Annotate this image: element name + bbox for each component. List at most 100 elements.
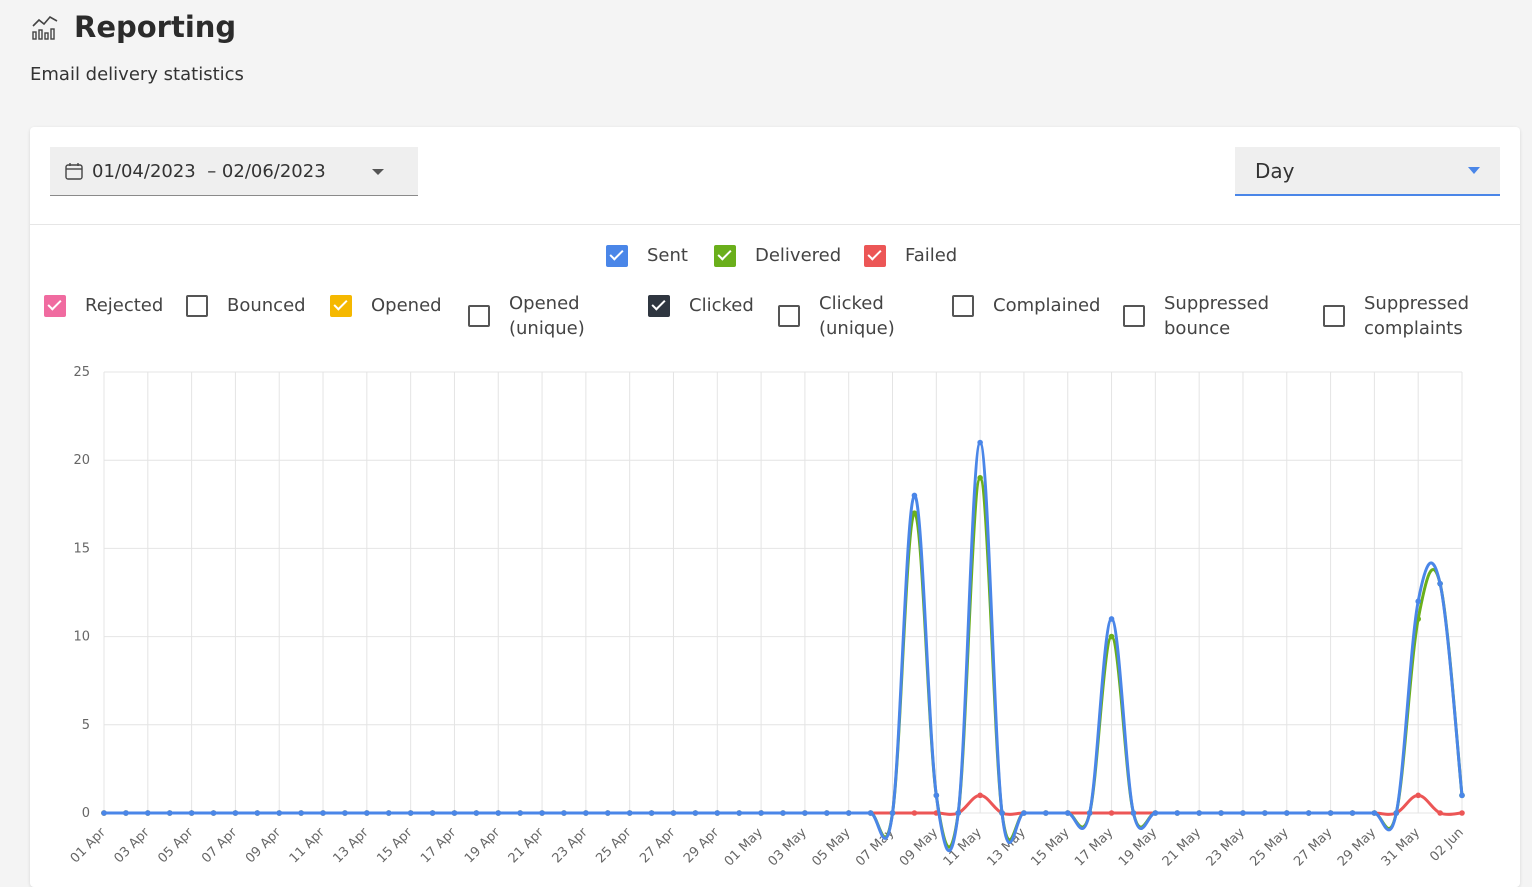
chevron-down-icon[interactable] bbox=[372, 169, 384, 175]
data-point-sent bbox=[1152, 810, 1159, 816]
legend-checkbox-clicked-unique[interactable] bbox=[778, 305, 800, 327]
line-chart: 0 5 10 15 20 25 01 Apr 03 Apr 05 Apr 07 Apr 09 Apr… bbox=[68, 365, 1467, 869]
data-point-sent bbox=[495, 810, 502, 816]
date-range-picker[interactable]: 01/04/2023 – 02/06/2023 bbox=[50, 147, 418, 196]
data-point-sent bbox=[101, 810, 107, 816]
legend-label: Opened (unique) bbox=[509, 293, 585, 339]
period-select-value: Day bbox=[1255, 158, 1295, 183]
data-point-delivered bbox=[1108, 633, 1115, 640]
legend-checkbox-rejected[interactable] bbox=[44, 294, 66, 317]
x-tick-label: 05 Apr bbox=[155, 825, 197, 867]
toolbar: 01/04/2023 – 02/06/2023 Day bbox=[30, 127, 1520, 225]
x-tick-label: 13 May bbox=[985, 825, 1029, 869]
data-point-sent bbox=[1327, 810, 1334, 816]
legend-checkbox-sent[interactable] bbox=[606, 244, 628, 267]
data-point-failed bbox=[1415, 792, 1421, 799]
period-select[interactable]: Day bbox=[1235, 147, 1500, 196]
legend-checkbox-suppressed-bounce[interactable] bbox=[1123, 305, 1145, 327]
data-point-sent bbox=[188, 810, 195, 816]
legend-label: Suppressed complaints bbox=[1364, 293, 1470, 339]
legend-checkbox-delivered[interactable] bbox=[714, 244, 736, 267]
legend-label: Sent bbox=[647, 245, 688, 266]
legend-checkbox-suppressed-complaints[interactable] bbox=[1323, 305, 1345, 327]
data-point-failed bbox=[1437, 810, 1443, 816]
chart-icon bbox=[32, 15, 58, 40]
x-tick-label: 17 May bbox=[1072, 825, 1116, 869]
data-point-failed bbox=[911, 810, 918, 816]
legend-item-sent[interactable]: Sent bbox=[606, 243, 688, 268]
data-point-sent bbox=[933, 792, 940, 799]
x-tick-label: 15 May bbox=[1028, 825, 1072, 869]
report-card: 01/04/2023 – 02/06/2023 Day Sent Delivere… bbox=[30, 127, 1520, 887]
data-point-sent bbox=[232, 810, 239, 816]
legend-item-bounced[interactable]: Bounced bbox=[186, 293, 306, 318]
legend-checkbox-complained[interactable] bbox=[952, 294, 974, 317]
x-tick-label: 21 Apr bbox=[506, 825, 548, 867]
x-tick-label: 03 Apr bbox=[112, 825, 154, 867]
data-point-sent bbox=[539, 810, 545, 816]
legend-label: Clicked bbox=[689, 295, 754, 316]
data-point-sent bbox=[342, 810, 348, 816]
x-tick-label: 23 Apr bbox=[550, 825, 592, 867]
data-point-sent bbox=[845, 810, 852, 816]
legend-item-complained[interactable]: Complained bbox=[952, 293, 1100, 318]
legend-item-suppressed-complaints[interactable]: Suppressed complaints bbox=[1323, 291, 1474, 341]
data-point-sent bbox=[1043, 810, 1049, 816]
legend-label: Bounced bbox=[227, 295, 306, 316]
data-point-sent bbox=[955, 810, 962, 816]
x-tick-label: 25 Apr bbox=[593, 825, 635, 867]
data-point-sent bbox=[1130, 810, 1137, 816]
data-point-sent bbox=[166, 810, 173, 816]
x-tick-label: 27 Apr bbox=[637, 825, 679, 867]
legend-item-delivered[interactable]: Delivered bbox=[714, 243, 841, 268]
y-tick-label: 5 bbox=[82, 718, 90, 733]
x-tick-label: 03 May bbox=[765, 825, 809, 869]
legend-checkbox-opened-unique[interactable] bbox=[468, 305, 490, 327]
data-point-sent bbox=[1108, 616, 1115, 622]
data-point-sent bbox=[626, 810, 633, 816]
data-point-sent bbox=[889, 810, 896, 816]
x-tick-label: 13 Apr bbox=[331, 825, 373, 867]
data-point-sent bbox=[1196, 810, 1202, 816]
legend-checkbox-failed[interactable] bbox=[864, 244, 886, 267]
data-point-sent bbox=[385, 810, 392, 816]
x-tick-label: 19 Apr bbox=[462, 825, 504, 867]
x-tick-label: 07 May bbox=[853, 825, 897, 869]
data-point-sent bbox=[648, 810, 655, 816]
data-point-sent bbox=[1262, 810, 1268, 816]
legend-checkbox-bounced[interactable] bbox=[186, 294, 208, 317]
x-tick-label: 01 May bbox=[722, 825, 766, 869]
legend-label: Opened bbox=[371, 295, 442, 316]
data-point-sent bbox=[451, 810, 458, 816]
legend-item-opened[interactable]: Opened bbox=[330, 293, 442, 318]
x-tick-label: 02 Jun bbox=[1427, 825, 1467, 865]
data-point-sent bbox=[298, 810, 304, 816]
data-point-sent bbox=[911, 492, 918, 499]
chevron-down-icon bbox=[1468, 167, 1480, 174]
legend-checkbox-opened[interactable] bbox=[330, 294, 352, 317]
data-point-sent bbox=[824, 810, 830, 816]
series-line-sent bbox=[102, 441, 1464, 853]
x-tick-label: 09 May bbox=[897, 825, 941, 869]
x-tick-label: 21 May bbox=[1160, 825, 1204, 869]
data-point-sent bbox=[1415, 598, 1421, 605]
legend-item-failed[interactable]: Failed bbox=[864, 243, 957, 268]
legend-item-clicked[interactable]: Clicked bbox=[648, 293, 754, 318]
data-point-failed bbox=[977, 792, 983, 799]
legend-item-rejected[interactable]: Rejected bbox=[44, 293, 163, 318]
x-tick-label: 07 Apr bbox=[199, 825, 241, 867]
legend-label: Failed bbox=[905, 245, 958, 266]
legend-item-suppressed-bounce[interactable]: Suppressed bounce bbox=[1123, 291, 1274, 341]
data-point-delivered bbox=[977, 475, 983, 481]
data-point-sent bbox=[1349, 810, 1356, 816]
data-point-sent bbox=[1174, 810, 1181, 816]
data-point-sent bbox=[999, 810, 1005, 816]
data-point-sent bbox=[364, 810, 370, 816]
data-point-sent bbox=[1437, 580, 1443, 587]
legend-item-clicked-unique[interactable]: Clicked (unique) bbox=[778, 291, 929, 341]
x-tick-label: 27 May bbox=[1291, 825, 1335, 869]
data-point-sent bbox=[407, 810, 414, 816]
x-tick-label: 11 Apr bbox=[287, 825, 329, 867]
legend-checkbox-clicked[interactable] bbox=[648, 294, 670, 317]
legend-item-opened-unique[interactable]: Opened (unique) bbox=[468, 291, 619, 341]
